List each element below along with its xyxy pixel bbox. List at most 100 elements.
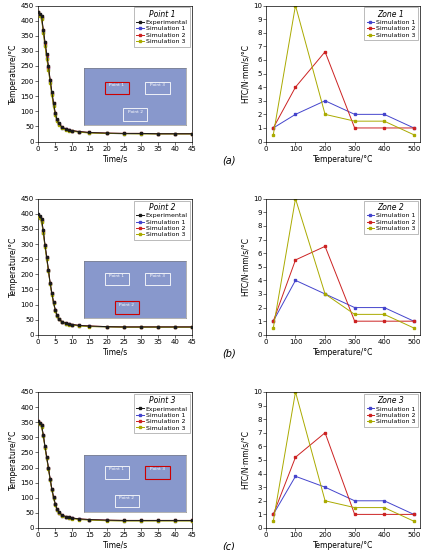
Simulation 1 — [382, 498, 387, 504]
Simulation 3 — [36, 419, 41, 426]
Simulation 3 — [59, 125, 64, 131]
Simulation 1 — [42, 444, 47, 450]
Simulation 2 — [70, 128, 75, 134]
Experimental — [41, 432, 46, 438]
Simulation 1 — [138, 324, 143, 331]
Experimental — [47, 475, 53, 482]
Simulation 3 — [59, 513, 64, 519]
Experimental — [138, 517, 143, 524]
Simulation 3 — [87, 130, 92, 136]
Experimental — [121, 517, 126, 524]
Line: Simulation 2: Simulation 2 — [37, 420, 193, 522]
Simulation 3 — [155, 518, 160, 524]
Line: Simulation 1: Simulation 1 — [272, 279, 415, 322]
Simulation 2 — [59, 318, 64, 325]
Simulation 1 — [138, 518, 143, 524]
Simulation 1 — [63, 320, 68, 327]
Simulation 1 — [63, 514, 68, 520]
Simulation 2 — [49, 290, 54, 296]
Simulation 2 — [39, 217, 44, 223]
Simulation 2 — [173, 517, 178, 524]
Simulation 3 — [70, 128, 75, 135]
Simulation 2 — [41, 228, 46, 235]
Simulation 3 — [67, 128, 72, 134]
Experimental — [39, 216, 44, 223]
Simulation 1 — [104, 323, 109, 330]
Legend: Simulation 1, Simulation 2, Simulation 3: Simulation 1, Simulation 2, Simulation 3 — [364, 201, 418, 234]
Line: Simulation 3: Simulation 3 — [37, 10, 193, 135]
Simulation 2 — [173, 130, 178, 137]
Experimental — [67, 127, 72, 134]
Experimental — [53, 500, 58, 507]
Experimental — [41, 26, 46, 33]
Simulation 1 — [87, 129, 92, 136]
Simulation 2 — [37, 420, 42, 426]
Simulation 3 — [87, 323, 92, 330]
Simulation 3 — [41, 230, 46, 236]
Line: Simulation 2: Simulation 2 — [272, 51, 415, 129]
Simulation 2 — [41, 432, 46, 438]
Simulation 1 — [271, 318, 276, 324]
Simulation 1 — [293, 277, 298, 284]
Simulation 2 — [293, 454, 298, 460]
Experimental — [70, 321, 75, 328]
Experimental — [53, 306, 58, 313]
Simulation 3 — [271, 131, 276, 138]
Simulation 3 — [382, 504, 387, 511]
Simulation 2 — [87, 516, 92, 523]
Simulation 2 — [323, 243, 328, 250]
Experimental — [104, 130, 109, 136]
Simulation 3 — [37, 421, 42, 427]
Experimental — [51, 100, 56, 106]
Experimental — [39, 13, 44, 19]
Simulation 2 — [77, 322, 82, 329]
Simulation 1 — [323, 290, 328, 297]
Experimental — [42, 241, 47, 248]
Simulation 3 — [190, 131, 195, 138]
Simulation 1 — [51, 494, 56, 501]
Experimental — [37, 213, 42, 219]
Simulation 2 — [59, 512, 64, 519]
Simulation 2 — [51, 100, 56, 107]
Line: Simulation 3: Simulation 3 — [37, 214, 193, 328]
Simulation 3 — [173, 131, 178, 138]
Simulation 1 — [54, 117, 59, 124]
Simulation 3 — [155, 131, 160, 138]
Simulation 1 — [411, 511, 416, 518]
Line: Simulation 2: Simulation 2 — [272, 432, 415, 516]
Simulation 1 — [36, 8, 41, 15]
Simulation 2 — [352, 511, 357, 518]
Simulation 1 — [37, 420, 42, 427]
Experimental — [63, 513, 68, 520]
Simulation 3 — [56, 316, 61, 323]
Simulation 1 — [155, 131, 160, 138]
Experimental — [121, 323, 126, 330]
Simulation 1 — [173, 131, 178, 138]
Simulation 1 — [37, 214, 42, 221]
Y-axis label: HTC/N·mm/s/°C: HTC/N·mm/s/°C — [241, 44, 250, 103]
Simulation 2 — [190, 130, 195, 137]
Line: Experimental: Experimental — [37, 420, 193, 522]
Simulation 3 — [104, 130, 109, 137]
Simulation 2 — [138, 323, 143, 330]
Simulation 2 — [56, 509, 61, 516]
Simulation 2 — [63, 513, 68, 520]
Simulation 1 — [121, 324, 126, 331]
Simulation 3 — [77, 323, 82, 329]
Experimental — [46, 266, 51, 273]
Simulation 2 — [54, 506, 59, 513]
Experimental — [42, 443, 47, 450]
Experimental — [63, 320, 68, 327]
Simulation 1 — [41, 229, 46, 236]
Legend: Experimental, Simulation 1, Simulation 2, Simulation 3: Experimental, Simulation 1, Simulation 2… — [134, 7, 190, 47]
Simulation 3 — [46, 67, 51, 73]
Simulation 2 — [70, 321, 75, 328]
Simulation 2 — [44, 254, 49, 261]
Simulation 3 — [293, 2, 298, 9]
Simulation 1 — [121, 518, 126, 524]
Simulation 1 — [44, 255, 49, 262]
Simulation 2 — [44, 454, 49, 460]
Line: Simulation 1: Simulation 1 — [37, 10, 193, 135]
X-axis label: Time/s: Time/s — [103, 348, 128, 357]
Simulation 1 — [70, 322, 75, 328]
